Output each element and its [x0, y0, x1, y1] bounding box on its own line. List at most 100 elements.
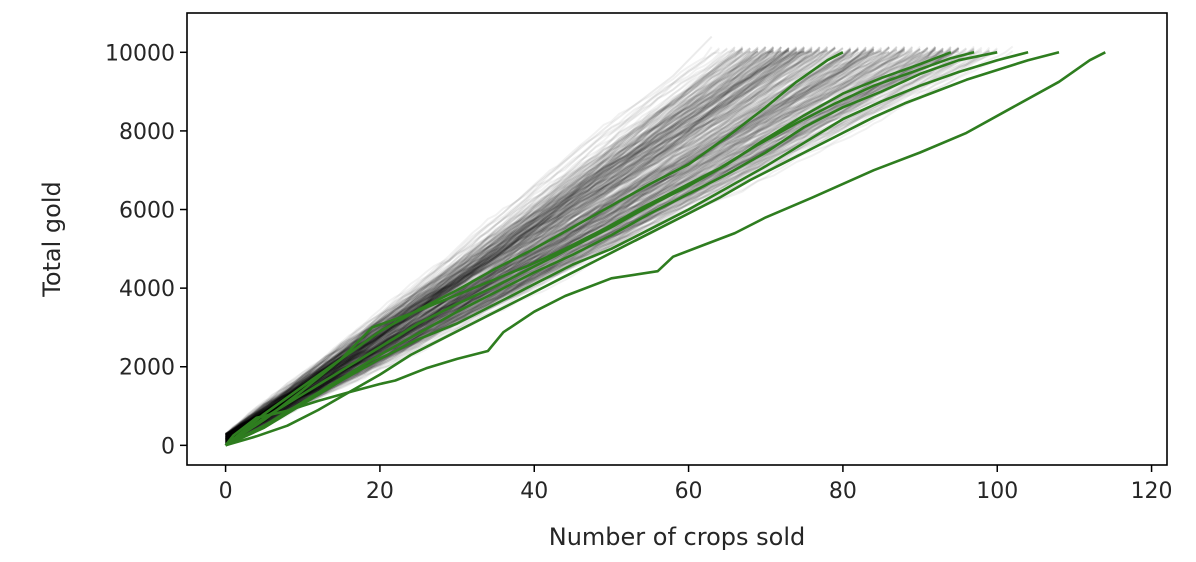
background-line: [224, 50, 914, 438]
background-line: [224, 47, 883, 441]
background-line: [225, 45, 890, 444]
background-line: [225, 48, 821, 441]
background-line: [224, 35, 713, 447]
background-line: [225, 46, 713, 435]
background-line: [225, 47, 751, 435]
background-line: [225, 46, 906, 437]
background-line: [225, 46, 767, 443]
background-line: [225, 49, 821, 446]
background-line: [225, 49, 767, 439]
background-line: [225, 45, 1014, 445]
background-line: [225, 48, 906, 444]
background-line: [224, 47, 875, 442]
background-line: [224, 49, 751, 443]
background-line: [225, 49, 852, 436]
background-line: [225, 49, 991, 442]
series-line-1: [224, 51, 1106, 447]
background-line: [224, 46, 736, 439]
x-tick-label: 60: [675, 479, 703, 504]
background-line: [225, 46, 898, 442]
background-line: [225, 46, 821, 436]
background-line: [225, 46, 952, 443]
background-line: [225, 48, 813, 440]
background-line: [224, 50, 852, 436]
background-line: [225, 46, 836, 440]
background-line: [225, 50, 952, 445]
x-axis-label: Number of crops sold: [549, 523, 805, 551]
background-line: [224, 46, 798, 436]
background-line: [225, 46, 952, 443]
background-line: [225, 50, 782, 435]
background-line: [225, 46, 767, 437]
background-line: [224, 46, 875, 442]
x-tick-label: 20: [366, 479, 394, 504]
background-line: [224, 47, 775, 440]
background-line: [224, 50, 882, 437]
background-line: [225, 49, 898, 446]
background-line: [225, 51, 805, 440]
background-line: [224, 46, 821, 437]
background-line: [224, 46, 836, 441]
background-line: [224, 46, 782, 436]
background-line: [225, 48, 728, 442]
series-line-5: [224, 51, 952, 447]
background-line: [224, 47, 767, 446]
background-line: [225, 45, 937, 443]
y-tick-label: 10000: [105, 41, 175, 66]
background-line: [225, 50, 805, 444]
background-line: [224, 46, 775, 437]
background-line: [224, 48, 906, 441]
background-line: [225, 50, 882, 441]
background-line: [225, 45, 898, 440]
background-line: [225, 48, 767, 440]
background-line: [224, 48, 821, 436]
background-line: [225, 51, 890, 446]
background-line: [224, 50, 743, 440]
plot-frame: [186, 12, 1168, 466]
background-line: [225, 46, 759, 444]
background-line: [225, 46, 867, 446]
background-line: [225, 48, 882, 436]
background-line: [225, 46, 960, 446]
y-tick-label: 4000: [119, 277, 175, 302]
background-line: [224, 47, 805, 437]
background-line: [224, 47, 736, 436]
x-tick-label: 100: [976, 479, 1018, 504]
background-line: [225, 47, 960, 439]
background-line: [225, 50, 882, 438]
background-line: [224, 51, 798, 437]
background-line: [225, 45, 890, 442]
background-line: [224, 50, 798, 437]
background-line: [225, 48, 828, 435]
background-line: [225, 47, 759, 436]
background-line: [225, 45, 914, 437]
background-line: [225, 48, 975, 441]
background-line: [225, 48, 852, 436]
background-line: [225, 47, 751, 435]
background-line: [225, 50, 875, 442]
background-line: [225, 48, 991, 437]
x-tick-label: 40: [520, 479, 548, 504]
background-line: [225, 51, 944, 444]
background-line: [224, 49, 898, 437]
background-line: [225, 48, 960, 441]
background-line: [225, 47, 744, 441]
background-line: [224, 49, 767, 439]
background-line: [225, 47, 744, 446]
background-line: [225, 47, 898, 440]
background-line: [225, 47, 890, 444]
background-line: [224, 47, 744, 437]
background-line: [225, 45, 906, 441]
background-line: [224, 49, 743, 445]
background-line: [225, 48, 898, 444]
background-line: [225, 46, 775, 437]
background-line: [225, 47, 798, 439]
series-line-3: [225, 51, 1029, 447]
background-line: [224, 47, 721, 442]
background-line: [224, 48, 805, 444]
background-line: [225, 46, 767, 439]
background-line: [225, 46, 983, 438]
background-line: [224, 46, 759, 440]
background-line: [225, 49, 736, 435]
background-line: [225, 49, 774, 443]
